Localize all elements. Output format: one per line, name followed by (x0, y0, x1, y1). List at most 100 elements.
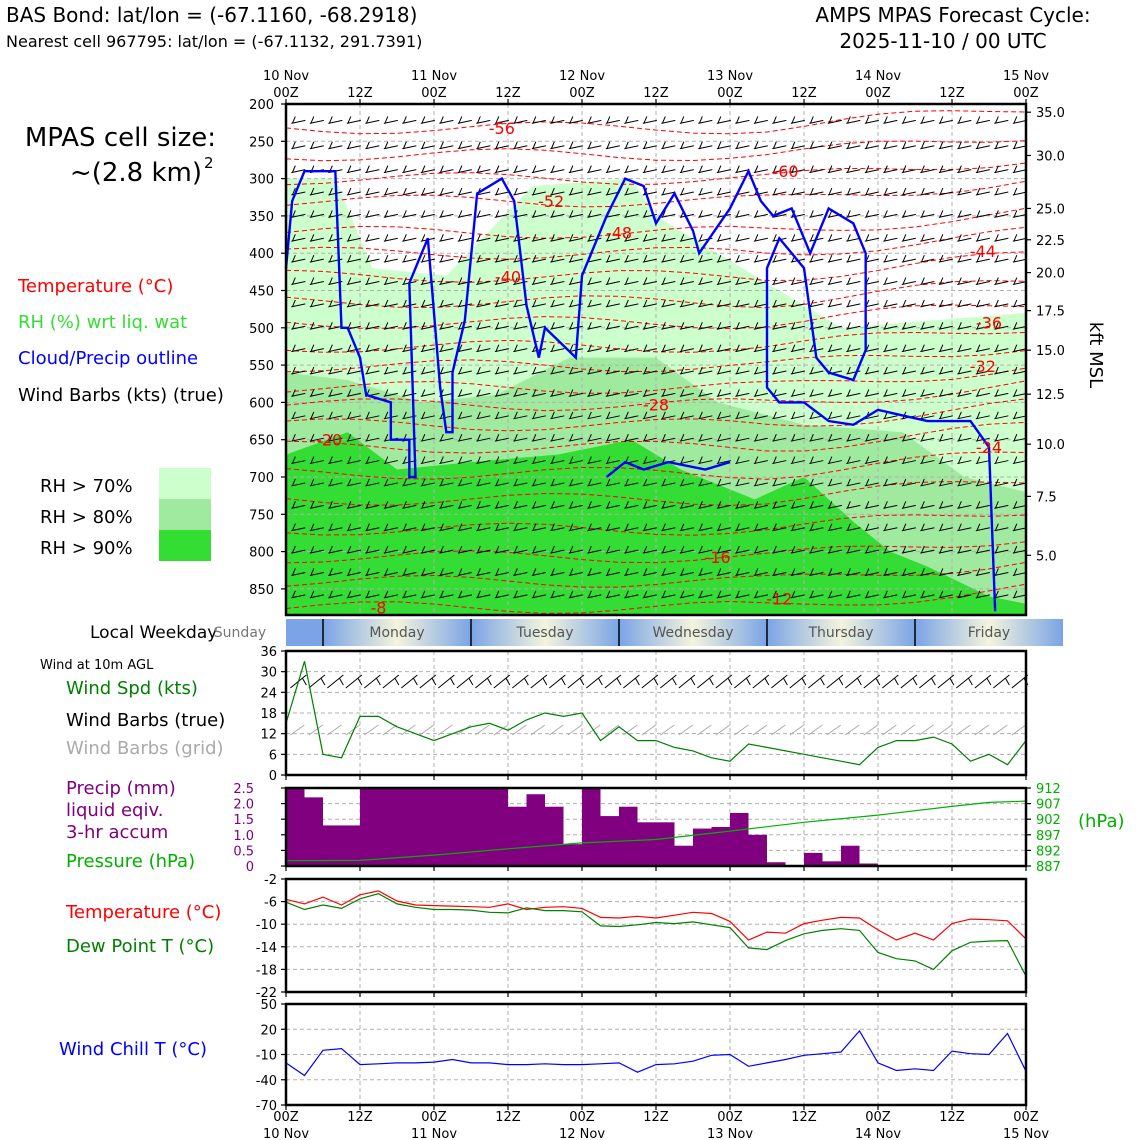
wind-barb-flag (532, 277, 537, 285)
wind-barb-flag (402, 277, 407, 285)
grid-wind-barb (900, 724, 916, 736)
wind-barb-flag (883, 590, 888, 599)
wind-barb (772, 460, 787, 465)
wind-barb (827, 482, 842, 487)
wind-barb (513, 145, 528, 150)
wind-barb (291, 482, 306, 487)
wind-barb (883, 527, 898, 532)
wind-barb (476, 119, 491, 124)
wind-barb-flag (772, 344, 777, 352)
precip-bar (434, 788, 453, 866)
wind-barb (661, 482, 676, 487)
wind-barb (513, 460, 528, 465)
wind-barb-flag (865, 568, 870, 576)
grid-wind-barb (678, 724, 694, 736)
top-day-label: 11 Nov (411, 69, 457, 84)
wind-barb (550, 258, 565, 263)
wind-barb (938, 504, 953, 509)
wind-barb (1012, 437, 1027, 442)
wind-barb (679, 482, 694, 487)
wind-barb (809, 119, 824, 124)
wind-barb (402, 571, 417, 576)
wind-barb (994, 237, 1009, 242)
wind-barb (846, 482, 861, 487)
wind-barb-flag (532, 366, 537, 375)
wind-barb-flag (698, 187, 703, 196)
wind-barb (383, 213, 398, 218)
wind-barb (439, 213, 454, 218)
true-wind-barb-flag (986, 677, 992, 686)
wind-barb-flag (809, 116, 814, 124)
wind-barb (864, 258, 879, 263)
wind-barb-flag (495, 165, 500, 173)
wind-barb (716, 504, 731, 509)
wind-barb-flag (994, 277, 999, 285)
wind-barb-flag (402, 187, 407, 196)
wind-barb-flag (976, 389, 981, 397)
wind-barb-flag (365, 501, 370, 509)
wind-barb-flag (957, 165, 962, 173)
wind-barb-flag (624, 523, 629, 531)
wind-barb (383, 325, 398, 330)
wind-barb (513, 281, 528, 286)
wind-barb (975, 415, 990, 420)
wind-barb (661, 213, 676, 218)
wind-barb-flag (347, 116, 352, 124)
wind-barb-flag (994, 411, 999, 420)
wind-barb-flag (310, 234, 315, 242)
wind-barb-flag (698, 389, 703, 397)
wind-barb (365, 482, 380, 487)
wind-barb (476, 145, 491, 150)
wind-barb-flag (421, 501, 426, 509)
wind-barb-flag (735, 501, 740, 509)
wind-barb (439, 415, 454, 420)
wind-barb (661, 415, 676, 420)
wind-barb-flag (754, 254, 759, 263)
weekday-segment (767, 619, 915, 646)
wind-barb-flag (754, 299, 759, 308)
wind-barb (975, 325, 990, 330)
wind-barb (513, 169, 528, 174)
wind-barb (383, 460, 398, 465)
wind-barb-flag (698, 501, 703, 509)
wind-barb-flag (661, 277, 666, 285)
top-day-label: 12 Nov (559, 69, 605, 84)
wind-barb (753, 191, 768, 196)
wind-barb-flag (1013, 322, 1018, 330)
wind-barb (494, 594, 509, 599)
bottom-hour-label: 00Z (1013, 1110, 1039, 1125)
wind-barb (309, 437, 324, 442)
wind-barb-flag (661, 590, 666, 599)
wind-barb (624, 119, 639, 124)
wind-barb (365, 348, 380, 353)
grid-wind-barb (327, 724, 342, 736)
wind-barb (328, 504, 343, 509)
wind-barb (439, 437, 454, 442)
wind-barb-flag (735, 433, 740, 442)
wind-barb-flag (587, 165, 592, 173)
wind-barb-flag (939, 277, 944, 285)
wind-barb (365, 237, 380, 242)
wind-barb-flag (661, 141, 666, 149)
true-wind-barb (660, 674, 677, 689)
true-wind-barb-flag (819, 677, 825, 686)
pressure-tick-label: 700 (249, 471, 274, 486)
wind-barb-flag (791, 568, 796, 576)
wind-barb-flag (495, 433, 500, 442)
wind-barb (809, 437, 824, 442)
wind-barb-flag (791, 590, 796, 599)
wind-barb (920, 370, 935, 375)
true-wind-barb-flag (560, 677, 566, 686)
wind-barb (957, 348, 972, 353)
wind-barb (420, 415, 435, 420)
wind-barb (827, 549, 842, 554)
wind-barb (661, 191, 676, 196)
wind-barb (383, 392, 398, 397)
wind-barb-flag (994, 187, 999, 196)
wind-barb-flag (865, 116, 870, 124)
wind-barb-flag (809, 501, 814, 509)
wind-barb (642, 392, 657, 397)
wind-barb (661, 145, 676, 150)
wind-barb (753, 258, 768, 263)
precip-ytick-label: 2.5 (233, 782, 254, 797)
